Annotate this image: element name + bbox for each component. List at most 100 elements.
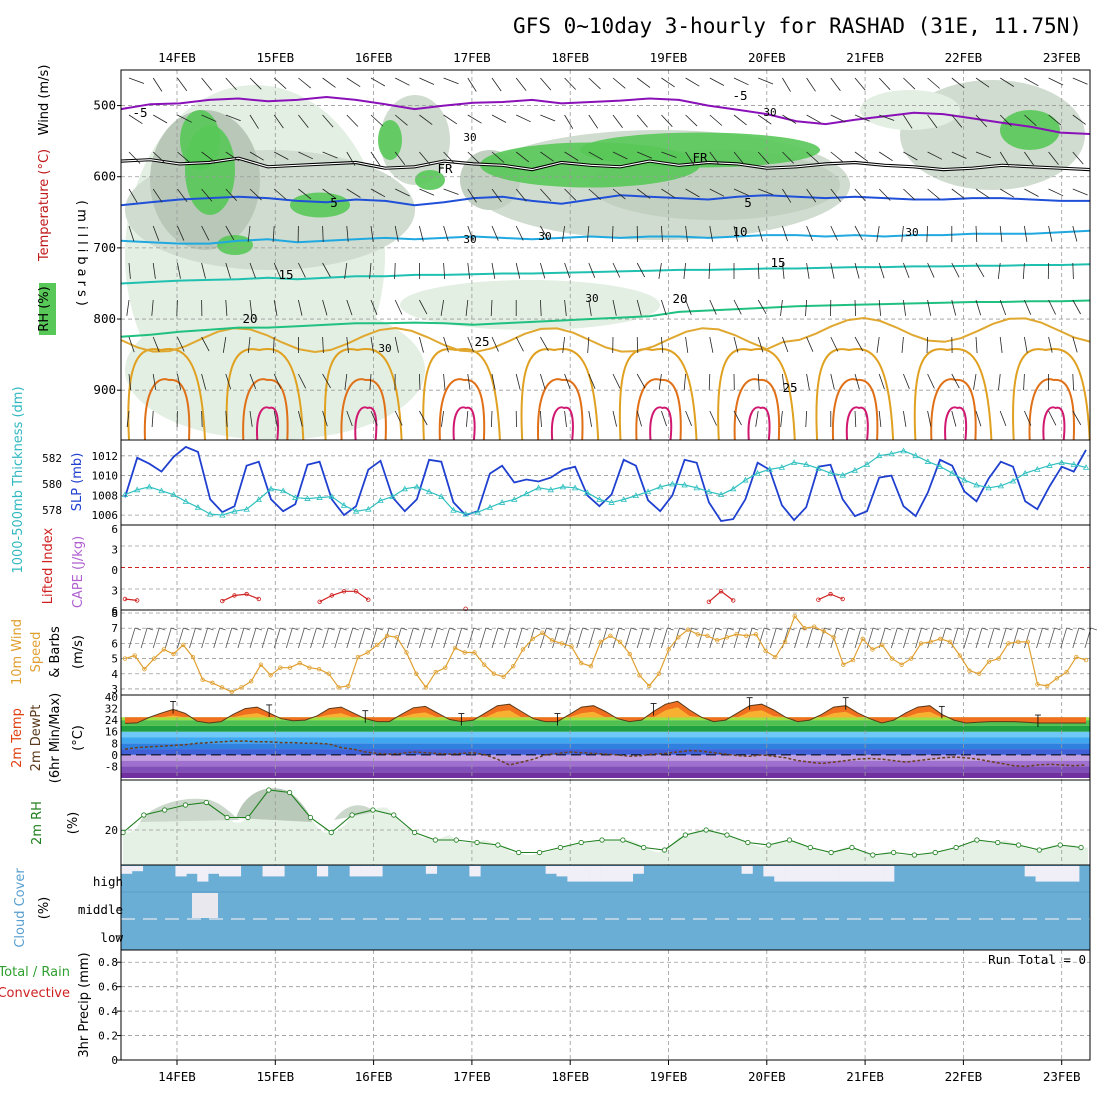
rh-area-fill <box>123 790 1088 865</box>
surface-wind-barb-flag <box>413 627 420 631</box>
wind-barb <box>975 336 978 354</box>
wind-barb <box>1072 151 1084 165</box>
surface-wind-barb <box>733 627 741 649</box>
isotherm-30-loop <box>143 378 191 441</box>
wind-speed-point <box>947 639 953 645</box>
wind-barb <box>491 77 502 92</box>
surface-wind-barb-flag <box>1054 627 1061 631</box>
wind-barb <box>322 262 331 278</box>
rh-shade-region <box>860 90 960 130</box>
wind-barb <box>249 373 257 390</box>
wind-barb <box>588 373 596 389</box>
wind-barb <box>126 410 130 427</box>
wind-barb <box>636 336 639 354</box>
surface-wind-barb <box>140 627 148 649</box>
surface-wind-barb <box>975 627 983 649</box>
isotherm-30-loop <box>438 378 486 441</box>
high-cloud-gap <box>567 866 579 882</box>
wind-speed-point <box>695 632 700 637</box>
surface-wind-barb <box>261 627 269 649</box>
wind-speed-point <box>967 668 972 673</box>
contour-label: 30 <box>585 292 598 305</box>
wind-barb <box>927 188 941 200</box>
wind-barb <box>540 188 552 202</box>
wind-barb <box>757 262 760 280</box>
contour-label: 15 <box>278 267 293 282</box>
wind-barb <box>177 225 185 241</box>
wind-barb <box>1072 188 1088 196</box>
surface-wind-barb-flag <box>703 627 710 631</box>
temp2m-label-3: (6hr Min/Max) <box>48 693 63 783</box>
thickness-marker <box>766 466 773 472</box>
wind-barb <box>612 151 628 160</box>
wind-barb <box>927 373 935 389</box>
surface-wind-barb <box>769 627 777 649</box>
wind-barb <box>126 299 130 316</box>
wind-speed-point <box>860 636 865 642</box>
surface-wind-barb-flag <box>933 627 940 631</box>
wind-barb <box>1048 225 1053 242</box>
wind-barb <box>903 114 913 129</box>
high-cloud-gap <box>1068 866 1080 882</box>
wind-barb <box>515 188 527 202</box>
wind-barb <box>1024 151 1034 166</box>
wind-barb <box>540 77 552 91</box>
rh-shade-region <box>400 280 660 330</box>
isotherm-35-loop <box>944 406 968 441</box>
wind-barb <box>298 410 303 427</box>
wind-barb <box>564 188 577 201</box>
rh-point <box>891 849 897 856</box>
surface-wind-barb-flag <box>836 627 843 631</box>
surface-wind-barb <box>927 627 934 649</box>
rh-point <box>1057 842 1063 848</box>
surface-wind-barb-flag <box>1018 627 1025 631</box>
surface-wind-barb-flag <box>1078 627 1085 631</box>
wind-barb <box>1022 262 1025 280</box>
top-date-label: 19FEB <box>650 50 688 65</box>
wind-barb <box>322 77 336 88</box>
wind-barb <box>733 188 749 196</box>
high-cloud-gap <box>273 866 285 877</box>
surface-wind-barb <box>1011 627 1019 649</box>
high-cloud-gap <box>817 866 829 882</box>
wind-barb <box>612 299 617 316</box>
wind-barb <box>249 299 253 316</box>
wind-speed-point <box>637 673 642 678</box>
surface-wind-barb-flag <box>255 627 263 631</box>
surface-wind-barb <box>612 627 620 649</box>
contour-label: 30 <box>463 131 476 144</box>
isotherm-35-loop <box>452 406 476 441</box>
wind-barb <box>540 410 542 428</box>
wind-speed-point <box>268 673 273 678</box>
wind-barb <box>515 336 524 352</box>
wind-barb <box>999 410 1007 427</box>
high-cloud-gap <box>600 866 612 882</box>
surface-wind-barb-flag <box>1006 627 1013 631</box>
wind-speed-point <box>996 656 1001 661</box>
wind-barb <box>564 77 576 90</box>
pressure-tick-label: 500 <box>93 98 116 113</box>
rh-point <box>974 837 980 843</box>
thickness-marker <box>888 450 895 457</box>
surface-wind-barb-flag <box>993 627 1001 631</box>
wind-barb <box>177 262 181 279</box>
wind-barb <box>758 77 774 85</box>
contour-label: FR <box>437 161 453 176</box>
wind-speed-point <box>569 644 574 649</box>
rh-point <box>828 849 834 856</box>
thickness-marker <box>900 447 907 454</box>
wind-barb <box>733 410 742 426</box>
surface-wind-barb-flag <box>909 627 916 631</box>
isotherm-25-loop <box>913 348 993 441</box>
thickness-marker <box>523 490 530 497</box>
thickness-marker <box>669 480 676 487</box>
wind-barb <box>153 114 168 124</box>
wind-barb <box>903 262 910 279</box>
surface-wind-barb <box>358 627 366 649</box>
wind-barb <box>443 151 455 164</box>
high-cloud-gap <box>360 866 372 877</box>
wind-barb <box>709 188 725 197</box>
wind-speed-point <box>1074 654 1079 660</box>
wind-barb <box>999 77 1015 87</box>
isotherm-30-loop <box>537 378 584 441</box>
